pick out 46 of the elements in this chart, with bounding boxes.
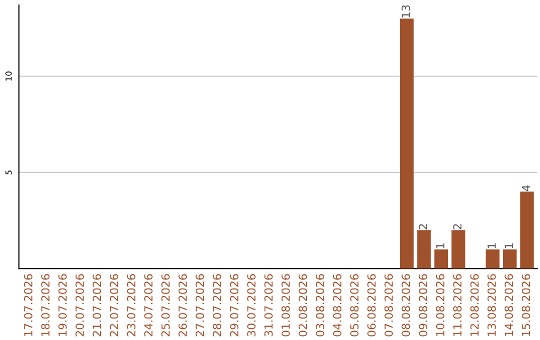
- bar: [434, 249, 448, 269]
- x-tick-label: 12.08.2026: [470, 274, 479, 336]
- x-tick-label: 13.08.2026: [487, 274, 496, 336]
- x-tick-label: 28.07.2026: [212, 274, 222, 336]
- x-tick-label: 24.07.2026: [144, 274, 153, 336]
- x-tick-label: 10.08.2026: [436, 274, 444, 336]
- x-tick-label: 20.07.2026: [76, 274, 84, 336]
- x-tick-label: 17.07.2026: [24, 274, 32, 336]
- bar: [520, 192, 534, 269]
- data-label: 1: [436, 243, 444, 248]
- x-tick-label: 23.07.2026: [127, 274, 136, 336]
- data-label: 1: [504, 243, 513, 248]
- data-label: 13: [402, 5, 410, 18]
- x-tick-label: 19.07.2026: [58, 274, 67, 336]
- x-tick-label: 27.07.2026: [196, 274, 204, 336]
- x-tick-label: 07.08.2026: [384, 274, 393, 336]
- y-tick-label: 10: [5, 72, 12, 81]
- data-label: 1: [488, 243, 496, 248]
- x-tick-label: 21.07.2026: [92, 274, 102, 336]
- x-tick-label: 04.08.2026: [333, 274, 342, 336]
- x-tick-label: 29.07.2026: [230, 274, 238, 336]
- bar: [451, 230, 466, 269]
- x-tick-label: 11.08.2026: [453, 274, 462, 336]
- x-tick-label: 18.07.2026: [41, 274, 50, 336]
- x-tick-label: 14.08.2026: [504, 274, 514, 336]
- x-tick-label: 22.07.2026: [110, 274, 118, 336]
- bar: [400, 18, 414, 269]
- x-tick-label: 30.07.2026: [247, 274, 256, 336]
- x-tick-label: 25.07.2026: [161, 274, 170, 336]
- x-tick-label: 26.07.2026: [178, 274, 187, 336]
- data-label: 2: [453, 224, 462, 230]
- y-tick-label: 5: [6, 170, 12, 174]
- x-tick-label: 15.08.2026: [522, 274, 530, 336]
- x-tick-label: 31.07.2026: [264, 274, 273, 336]
- x-tick-label: 03.08.2026: [316, 274, 324, 336]
- bar: [417, 230, 431, 269]
- x-tick-label: 08.08.2026: [402, 274, 410, 336]
- x-tick-label: 06.08.2026: [367, 274, 376, 336]
- x-tick-label: 02.08.2026: [298, 274, 308, 336]
- x-tick-label: 01.08.2026: [282, 274, 290, 336]
- x-tick-label: 05.08.2026: [350, 274, 359, 336]
- x-tick-label: 09.08.2026: [418, 274, 428, 336]
- data-label: 4: [522, 185, 530, 192]
- data-label: 2: [418, 224, 428, 230]
- bar: [486, 249, 500, 269]
- bar: [502, 249, 517, 269]
